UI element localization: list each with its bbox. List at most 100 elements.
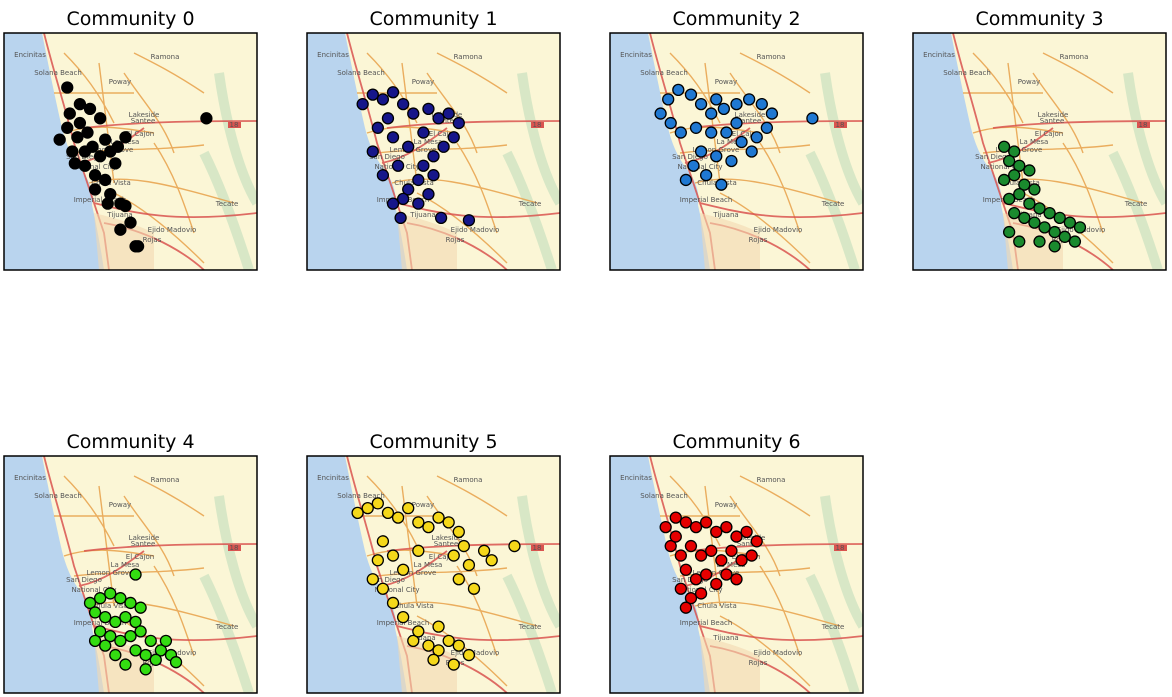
road-shield: 18 (230, 121, 239, 129)
point (689, 573, 703, 586)
point (396, 563, 410, 576)
point (114, 223, 127, 236)
point (114, 592, 127, 605)
point (356, 97, 369, 111)
point (1018, 211, 1031, 225)
point (705, 126, 718, 139)
point (1008, 145, 1021, 158)
panel-title: Community 6 (672, 431, 800, 453)
point (88, 634, 102, 648)
place-label: El Cajon (126, 130, 154, 138)
point (684, 88, 698, 101)
point (68, 157, 81, 170)
point (750, 131, 763, 144)
panel-frame (609, 32, 864, 271)
point (699, 516, 713, 529)
place-label: La Mesa (717, 561, 746, 569)
point (715, 178, 728, 191)
point (427, 653, 440, 666)
place-label: Lemon Grove (87, 569, 134, 577)
point (694, 145, 708, 158)
place-label: Lakeside (735, 534, 766, 542)
point (93, 625, 107, 638)
place-label: Tecate (1124, 200, 1148, 208)
point (412, 173, 425, 187)
place-label: Lakeside (735, 111, 766, 119)
panel: Community 0 Encinitas Solana Beach Poway Ram… (4, 8, 257, 270)
place-label: Tijuana (409, 211, 435, 219)
point (659, 520, 672, 534)
panel-title: Community 1 (369, 8, 497, 30)
place-label: Tecate (215, 200, 239, 208)
panel: Community 2 Encinitas Solana Beach Poway Ram… (610, 8, 863, 270)
place-label: Imperial Beach (680, 619, 733, 627)
point (109, 157, 122, 170)
point (1018, 178, 1031, 191)
point (687, 159, 700, 172)
place-label: Solana Beach (34, 492, 82, 500)
road-shield: 18 (1139, 121, 1148, 129)
place-label: El Cajon (429, 553, 457, 561)
place-label: La Mesa (1020, 138, 1049, 146)
panel-frame (912, 32, 1167, 271)
road-shield: 18 (533, 544, 542, 552)
point (111, 140, 124, 153)
point (376, 169, 390, 182)
point (93, 150, 107, 163)
point (104, 629, 117, 643)
place-label: Imperial Beach (74, 619, 127, 627)
place-label: Tecate (518, 200, 542, 208)
point (1013, 235, 1026, 248)
panel-frame (609, 455, 864, 694)
point (78, 159, 92, 172)
point (129, 644, 142, 657)
point (432, 112, 445, 125)
point (159, 634, 173, 648)
point (129, 568, 142, 581)
place-label: Encinitas (620, 51, 652, 59)
point (715, 554, 728, 567)
panel: Community 3 Encinitas Solana Beach Poway Ram… (913, 8, 1166, 270)
place-label: Tecate (215, 623, 239, 631)
place-label: Tijuana (409, 634, 435, 642)
point (88, 606, 102, 619)
point (674, 126, 687, 139)
point (679, 563, 693, 576)
point (705, 544, 718, 557)
point (139, 663, 152, 676)
place-label: Tijuana (712, 211, 738, 219)
point (386, 549, 400, 562)
place-label: El Cajon (732, 130, 760, 138)
point (1028, 216, 1041, 229)
point (88, 169, 102, 182)
place-label: Solana Beach (640, 492, 688, 500)
place-label: Poway (412, 501, 434, 509)
place-label: Encinitas (923, 51, 955, 59)
point (396, 192, 410, 206)
point (720, 520, 733, 534)
point (730, 97, 743, 111)
point (694, 549, 708, 562)
point (447, 658, 460, 671)
point (104, 587, 117, 600)
point (61, 81, 74, 94)
point (1008, 169, 1021, 182)
point (1008, 206, 1021, 220)
point (806, 112, 819, 125)
point (740, 525, 753, 538)
point (394, 211, 407, 225)
place-label: Santee (131, 540, 156, 548)
point (154, 644, 168, 657)
place-label: Ramona (151, 53, 180, 61)
place-label: National City (677, 163, 722, 171)
place-label: Solana Beach (640, 69, 688, 77)
panel-title: Community 4 (66, 431, 194, 453)
point (361, 501, 374, 515)
place-label: Ejido Madovio (148, 226, 197, 234)
point (396, 611, 410, 624)
place-label: Chula Vista (697, 602, 736, 610)
point (119, 199, 132, 213)
point (396, 97, 410, 111)
point (371, 554, 384, 567)
road-shield: 18 (836, 121, 845, 129)
